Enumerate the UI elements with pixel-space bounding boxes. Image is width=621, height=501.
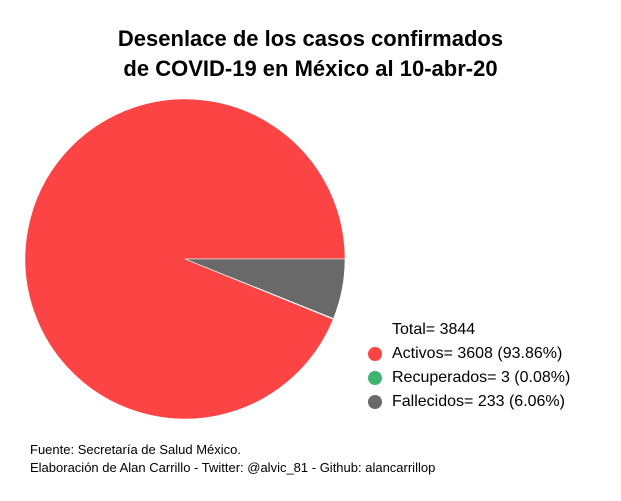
- legend-item-fallecidos: Fallecidos= 233 (6.06%): [368, 390, 570, 414]
- legend: Total= 3844 Activos= 3608 (93.86%) Recup…: [368, 318, 570, 414]
- legend-label-activos: Activos= 3608 (93.86%): [392, 345, 563, 362]
- legend-total-label: Total= 3844: [392, 321, 476, 338]
- chart-title-line-2: de COVID-19 en México al 10-abr-20: [123, 56, 498, 81]
- footer-source: Fuente: Secretaría de Salud México.: [30, 442, 242, 457]
- footer: Fuente: Secretaría de Salud México. Elab…: [30, 441, 435, 477]
- legend-label-fallecidos: Fallecidos= 233 (6.06%): [392, 393, 565, 410]
- legend-item-recuperados: Recuperados= 3 (0.08%): [368, 366, 570, 390]
- pie-slice-fallecidos: [184, 258, 346, 319]
- legend-label-recuperados: Recuperados= 3 (0.08%): [392, 369, 571, 386]
- legend-total: Total= 3844: [368, 318, 570, 342]
- legend-swatch-fallecidos: [368, 395, 382, 409]
- legend-swatch-activos: [368, 347, 382, 361]
- legend-item-activos: Activos= 3608 (93.86%): [368, 342, 570, 366]
- chart-title-line-1: Desenlace de los casos confirmados: [117, 26, 504, 51]
- legend-swatch-recuperados: [368, 371, 382, 385]
- chart-title: Desenlace de los casos confirmados de CO…: [0, 24, 621, 84]
- footer-credit: Elaboración de Alan Carrillo - Twitter: …: [30, 460, 436, 475]
